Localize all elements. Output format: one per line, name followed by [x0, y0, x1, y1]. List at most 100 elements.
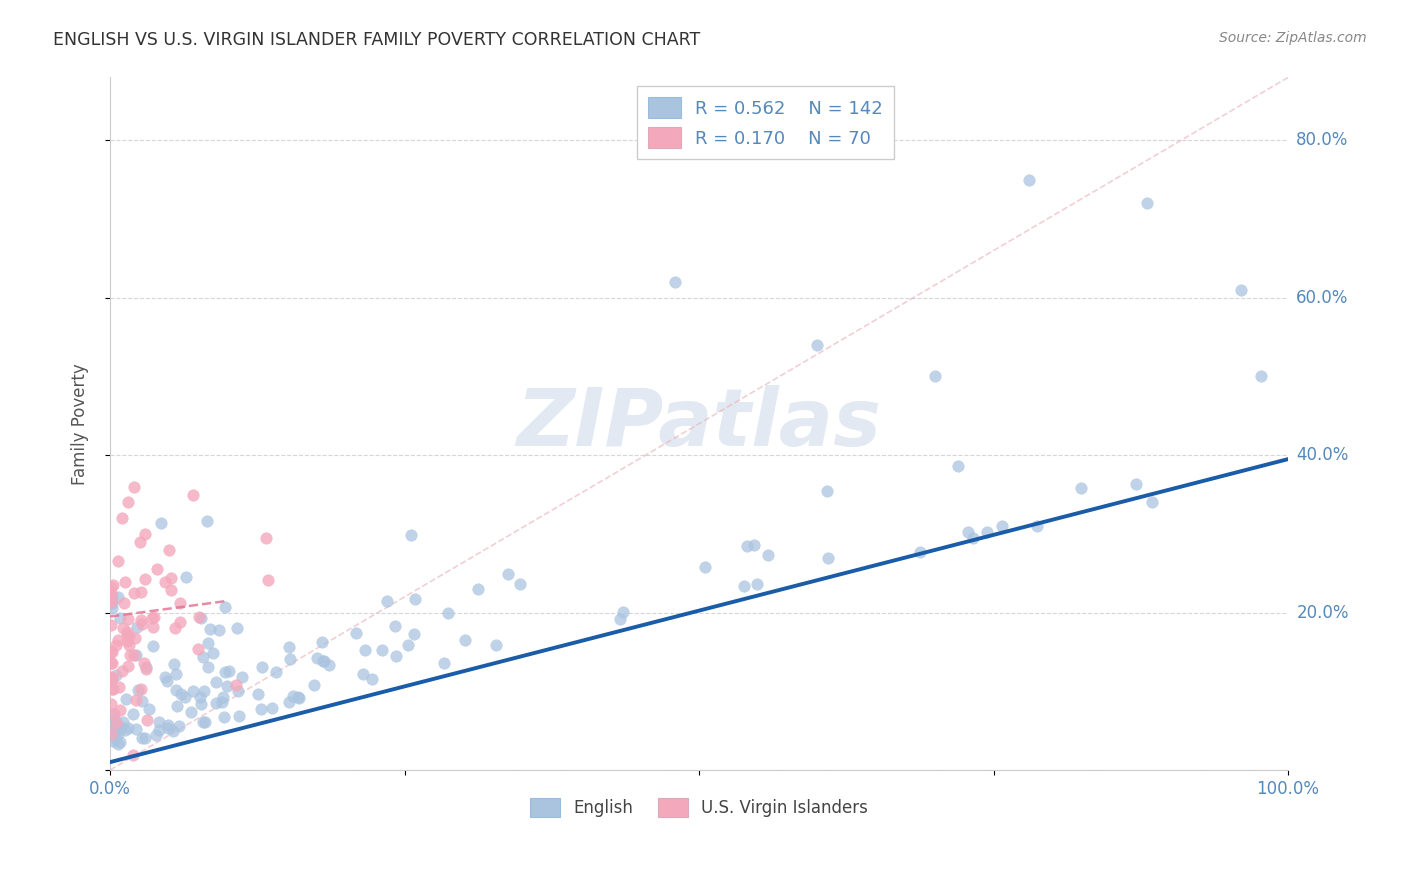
Point: [112, 597, 135, 611]
Point: [111, 664, 134, 678]
Point: [107, 737, 129, 751]
Point: [197, 636, 219, 650]
Point: [231, 670, 253, 684]
Point: [254, 531, 277, 545]
Point: [131, 731, 153, 745]
Point: [142, 620, 165, 634]
Point: [117, 638, 139, 652]
Text: ENGLISH VS U.S. VIRGIN ISLANDER FAMILY POVERTY CORRELATION CHART: ENGLISH VS U.S. VIRGIN ISLANDER FAMILY P…: [53, 31, 700, 49]
Point: [312, 654, 335, 668]
Point: [194, 715, 217, 730]
Point: [100, 580, 122, 594]
Point: [124, 648, 146, 663]
Point: [314, 654, 336, 668]
Point: [226, 620, 249, 634]
Point: [305, 651, 328, 665]
Point: [135, 659, 157, 673]
Point: [180, 706, 202, 720]
Point: [111, 714, 134, 729]
Text: 20.0%: 20.0%: [1296, 604, 1348, 622]
Point: [127, 620, 149, 634]
Point: [163, 657, 186, 672]
Point: [125, 722, 148, 736]
Point: [134, 731, 156, 745]
Point: [101, 596, 124, 610]
Point: [148, 715, 170, 730]
Point: [108, 611, 131, 625]
Point: [150, 516, 173, 531]
Point: [101, 656, 124, 670]
Point: [101, 673, 124, 687]
Point: [287, 690, 309, 704]
Point: [101, 601, 124, 615]
Point: [214, 665, 236, 679]
Point: [159, 571, 181, 585]
Point: [108, 719, 131, 733]
Point: [191, 714, 214, 729]
Point: [257, 573, 280, 587]
Point: [104, 716, 127, 731]
Point: [302, 678, 325, 692]
Point: [100, 656, 122, 670]
Point: [215, 679, 238, 693]
Point: [101, 715, 124, 730]
Point: [101, 726, 124, 740]
Point: [188, 690, 211, 704]
Point: [193, 684, 215, 698]
Y-axis label: Family Poverty: Family Poverty: [72, 363, 89, 484]
Point: [228, 709, 250, 723]
Point: [195, 514, 218, 528]
Point: [159, 583, 181, 598]
Point: [454, 633, 477, 648]
Point: [283, 690, 305, 704]
Point: [107, 554, 129, 568]
Point: [100, 595, 122, 609]
Point: [100, 698, 122, 712]
Point: [135, 662, 157, 676]
Point: [101, 722, 124, 736]
Text: 40.0%: 40.0%: [1296, 446, 1348, 464]
Point: [174, 690, 197, 705]
Point: [396, 638, 419, 652]
Point: [467, 582, 489, 596]
Point: [278, 695, 301, 709]
Point: [190, 610, 212, 624]
Point: [990, 519, 1012, 533]
Point: [924, 369, 946, 384]
Point: [733, 579, 755, 593]
Point: [114, 692, 136, 706]
Point: [120, 648, 142, 662]
Point: [169, 596, 191, 610]
Point: [371, 643, 394, 657]
Point: [103, 681, 125, 696]
Point: [226, 683, 249, 698]
Point: [129, 585, 152, 599]
Point: [1230, 283, 1253, 297]
Point: [111, 511, 134, 525]
Point: [162, 724, 184, 739]
Point: [165, 683, 187, 698]
Point: [962, 531, 984, 545]
Point: [134, 572, 156, 586]
Point: [129, 682, 152, 697]
Point: [118, 629, 141, 643]
Point: [107, 590, 129, 604]
Point: [101, 645, 124, 659]
Point: [117, 495, 139, 509]
Point: [212, 690, 235, 704]
Point: [107, 632, 129, 647]
Point: [609, 612, 631, 626]
Point: [354, 643, 377, 657]
Point: [108, 680, 131, 694]
Point: [153, 670, 176, 684]
Point: [122, 480, 145, 494]
Point: [181, 487, 204, 501]
Point: [131, 694, 153, 708]
Point: [262, 701, 284, 715]
Point: [214, 600, 236, 615]
Point: [344, 625, 367, 640]
Point: [1140, 495, 1163, 509]
Point: [485, 638, 508, 652]
Point: [101, 590, 124, 604]
Point: [433, 656, 456, 670]
